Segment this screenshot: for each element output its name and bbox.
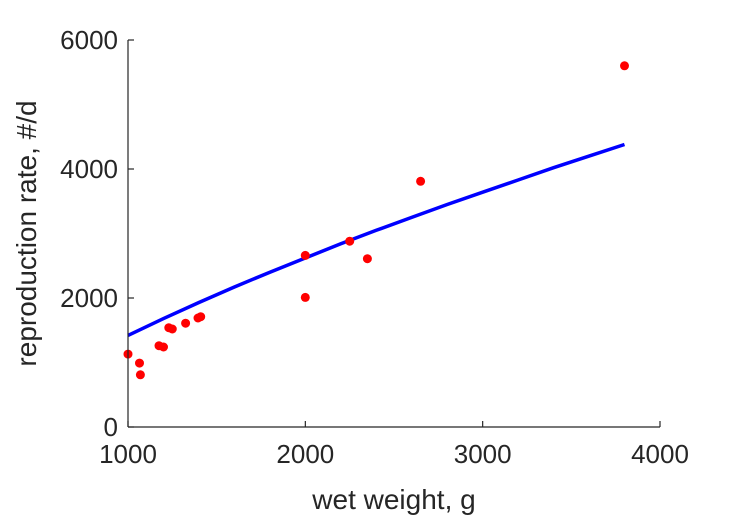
y-tick-label: 4000 xyxy=(60,154,118,184)
data-point xyxy=(620,61,629,71)
plot-lines xyxy=(127,142,626,337)
data-point xyxy=(300,292,310,302)
data-point xyxy=(167,324,177,334)
x-tick-label: 3000 xyxy=(454,439,512,469)
y-ticks: 0 2000 4000 6000 xyxy=(60,25,134,442)
data-point xyxy=(416,176,426,186)
data-point xyxy=(159,342,168,352)
x-tick-label: 4000 xyxy=(631,439,689,469)
y-tick-label: 6000 xyxy=(60,25,118,55)
x-ticks: 1000 2000 3000 4000 xyxy=(99,421,689,469)
plot-points xyxy=(123,61,629,380)
data-point xyxy=(135,370,145,380)
data-point xyxy=(196,312,206,322)
axes xyxy=(127,40,660,428)
y-tick-label: 0 xyxy=(104,412,118,442)
data-point xyxy=(135,358,144,368)
data-point xyxy=(181,318,191,328)
x-tick-label: 1000 xyxy=(99,439,157,469)
y-tick-label: 2000 xyxy=(60,283,118,313)
x-tick-label: 2000 xyxy=(276,439,334,469)
data-point xyxy=(362,254,372,264)
data-point xyxy=(345,236,355,246)
fit-line xyxy=(127,142,626,337)
y-axis-label: reproduction rate, #/d xyxy=(11,100,42,366)
x-axis-label: wet weight, g xyxy=(311,484,475,515)
data-point xyxy=(300,250,310,260)
